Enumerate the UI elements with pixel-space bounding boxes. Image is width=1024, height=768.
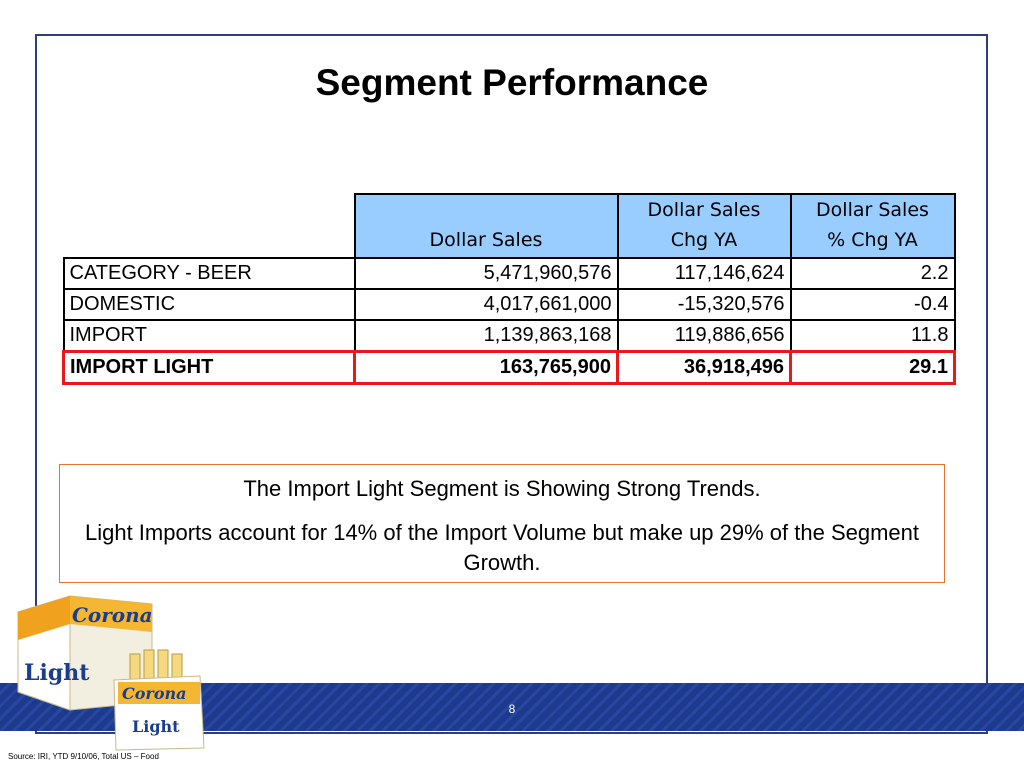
table-header-row: Dollar Sales Dollar Sales Chg YA Dollar S…: [63, 193, 956, 259]
page-number: 8: [508, 702, 516, 716]
corona-light-product-image: Corona Light Corona Light: [17, 595, 205, 751]
row-dollar-sales: 5,471,960,576: [353, 257, 619, 290]
header-dollar-sales-pct-chg: Dollar Sales% Chg YA: [789, 193, 956, 259]
row-chg-ya: 36,918,496: [616, 349, 792, 385]
slide-title: Segment Performance: [315, 62, 709, 103]
svg-text:Light: Light: [132, 717, 180, 736]
row-chg-ya: -15,320,576: [616, 288, 792, 321]
svg-text:Corona: Corona: [72, 603, 153, 627]
row-pct-chg-ya: 2.2: [789, 257, 956, 290]
svg-text:Light: Light: [24, 660, 90, 686]
table-row: DOMESTIC 4,017,661,000 -15,320,576 -0.4: [62, 288, 956, 321]
row-dollar-sales: 163,765,900: [353, 349, 619, 385]
row-dollar-sales: 4,017,661,000: [353, 288, 619, 321]
row-label: CATEGORY - BEER: [62, 257, 356, 290]
row-pct-chg-ya: 29.1: [789, 349, 956, 385]
slide-frame: [35, 34, 988, 734]
header-dollar-sales: Dollar Sales: [353, 193, 619, 259]
callout-headline: The Import Light Segment is Showing Stro…: [243, 476, 761, 501]
row-label: IMPORT: [62, 319, 356, 352]
row-dollar-sales: 1,139,863,168: [353, 319, 619, 352]
row-chg-ya: 117,146,624: [616, 257, 792, 290]
source-note: Source: IRI, YTD 9/10/06, Total US – Foo…: [8, 752, 159, 761]
segment-table: Dollar Sales Dollar Sales Chg YA Dollar S…: [62, 193, 956, 385]
row-label: IMPORT LIGHT: [62, 349, 356, 385]
table-row-highlighted: IMPORT LIGHT 163,765,900 36,918,496 29.1: [62, 349, 956, 385]
table-row: IMPORT 1,139,863,168 119,886,656 11.8: [62, 319, 956, 352]
row-chg-ya: 119,886,656: [616, 319, 792, 352]
table-row: CATEGORY - BEER 5,471,960,576 117,146,62…: [62, 257, 956, 290]
svg-text:Corona: Corona: [122, 684, 187, 703]
row-pct-chg-ya: 11.8: [789, 319, 956, 352]
row-label: DOMESTIC: [62, 288, 356, 321]
header-dollar-sales-chg: Dollar Sales Chg YA: [616, 193, 792, 259]
callout-body: Light Imports account for 14% of the Imp…: [84, 520, 920, 575]
callout-box: The Import Light Segment is Showing Stro…: [59, 464, 945, 583]
table-header-empty: [63, 194, 355, 259]
row-pct-chg-ya: -0.4: [789, 288, 956, 321]
